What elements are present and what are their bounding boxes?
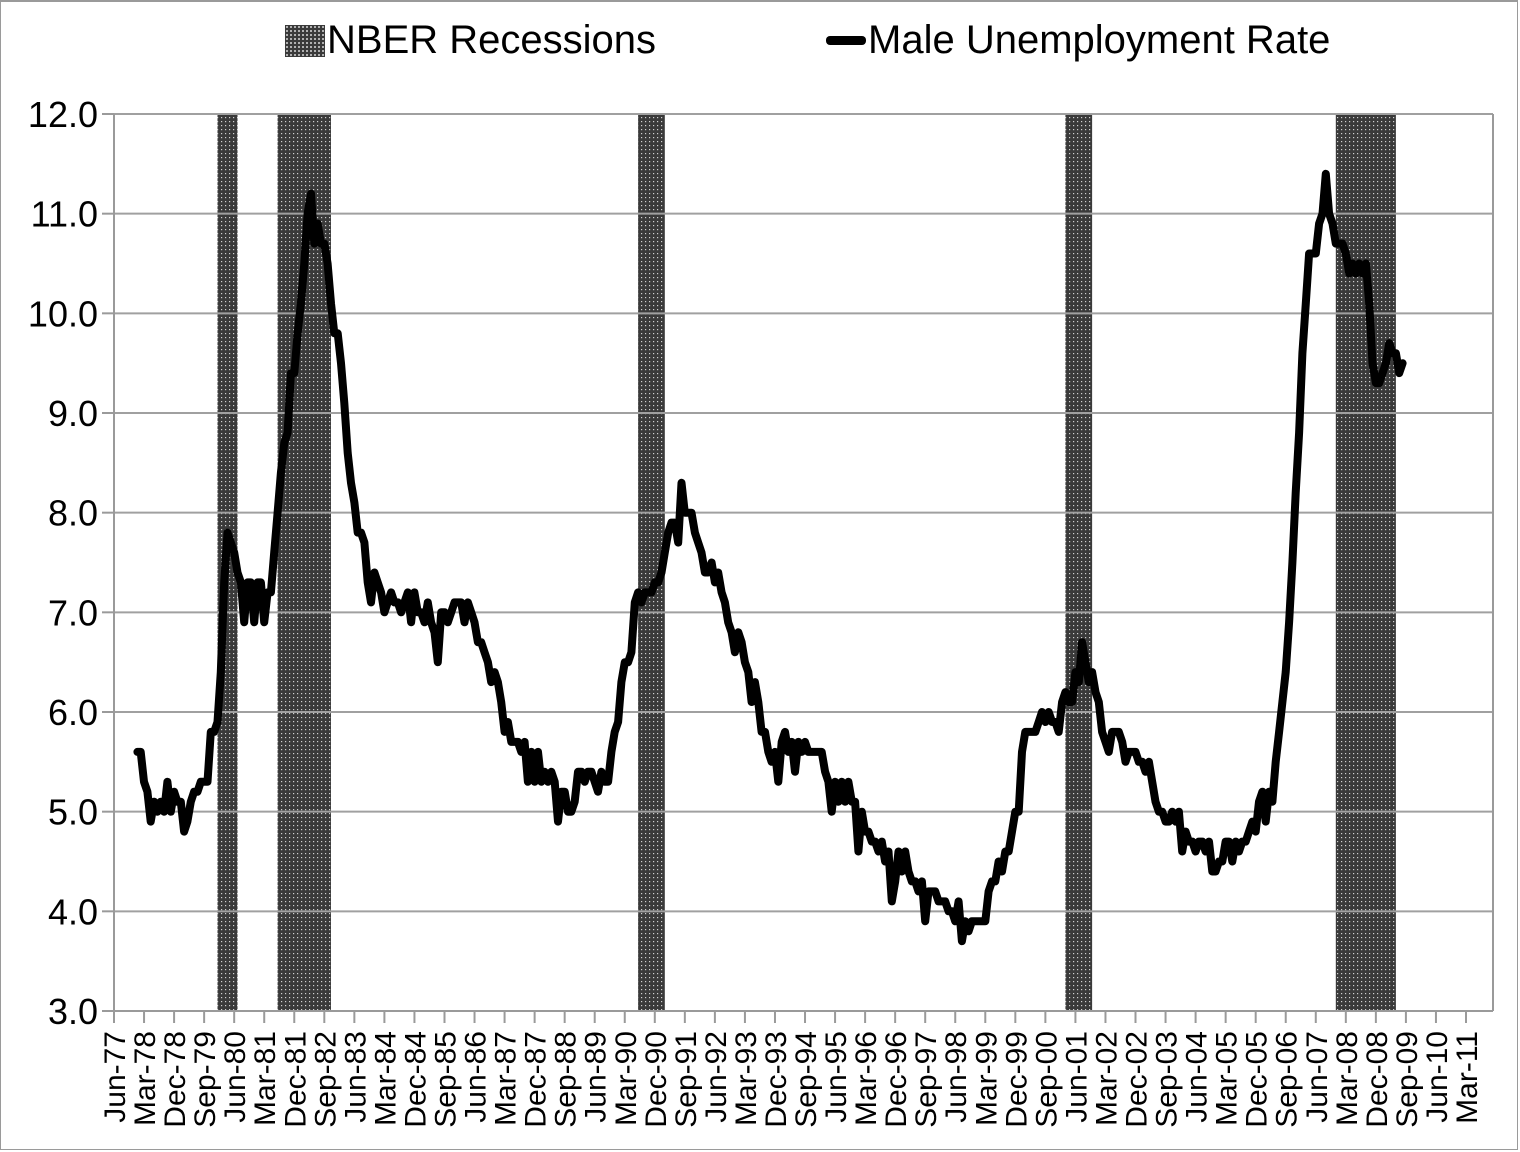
y-tick-label: 3.0 bbox=[48, 991, 98, 1032]
x-tick-label: Mar-02 bbox=[1090, 1031, 1123, 1126]
x-tick-label: Mar-08 bbox=[1331, 1031, 1364, 1126]
x-tick-label: Jun-92 bbox=[700, 1031, 733, 1123]
y-tick-label: 8.0 bbox=[48, 493, 98, 534]
x-tick-label: Dec-78 bbox=[159, 1031, 192, 1128]
x-tick-label: Dec-90 bbox=[640, 1031, 673, 1128]
y-tick-label: 7.0 bbox=[48, 592, 98, 633]
y-tick-label: 4.0 bbox=[48, 891, 98, 932]
x-tick-label: Dec-93 bbox=[760, 1031, 793, 1128]
x-tick-label: Sep-79 bbox=[189, 1031, 222, 1128]
x-tick-label: Mar-96 bbox=[850, 1031, 883, 1126]
x-tick-label: Sep-91 bbox=[670, 1031, 703, 1128]
x-tick-label: Sep-03 bbox=[1151, 1031, 1184, 1128]
y-tick-label: 6.0 bbox=[48, 692, 98, 733]
y-tick-label: 10.0 bbox=[28, 293, 98, 334]
x-tick-label: Sep-88 bbox=[550, 1031, 583, 1128]
x-tick-label: Dec-99 bbox=[1000, 1031, 1033, 1128]
x-tick-label: Sep-00 bbox=[1030, 1031, 1063, 1128]
x-tick-label: Sep-06 bbox=[1271, 1031, 1304, 1128]
x-tick-label: Dec-08 bbox=[1361, 1031, 1394, 1128]
recession-swatch-icon bbox=[285, 24, 325, 57]
x-tick-label: Dec-96 bbox=[880, 1031, 913, 1128]
x-tick-label: Jun-04 bbox=[1181, 1031, 1214, 1123]
x-tick-label: Jun-95 bbox=[820, 1031, 853, 1123]
y-tick-label: 12.0 bbox=[28, 94, 98, 135]
y-tick-label: 5.0 bbox=[48, 792, 98, 833]
y-tick-label: 11.0 bbox=[31, 194, 98, 235]
x-tick-label: Mar-78 bbox=[129, 1031, 162, 1126]
x-tick-label: Mar-11 bbox=[1451, 1031, 1484, 1124]
x-tick-label: Mar-90 bbox=[610, 1031, 643, 1126]
legend-item-recessions: NBER Recessions bbox=[285, 18, 656, 63]
x-tick-label: Dec-81 bbox=[279, 1031, 312, 1128]
x-tick-label: Jun-86 bbox=[460, 1031, 493, 1123]
x-tick-label: Mar-93 bbox=[730, 1031, 763, 1126]
x-tick-label: Sep-85 bbox=[429, 1031, 462, 1128]
x-tick-label: Jun-80 bbox=[219, 1031, 252, 1123]
x-tick-label: Mar-99 bbox=[970, 1031, 1003, 1126]
x-tick-label: Jun-07 bbox=[1301, 1031, 1334, 1123]
x-tick-label: Jun-98 bbox=[940, 1031, 973, 1123]
x-axis: Jun-77Mar-78Dec-78Sep-79Jun-80Mar-81Dec-… bbox=[99, 1010, 1493, 1128]
x-tick-label: Jun-83 bbox=[339, 1031, 372, 1123]
x-tick-label: Dec-05 bbox=[1241, 1031, 1274, 1128]
x-tick-label: Sep-94 bbox=[790, 1031, 823, 1128]
recession-bands bbox=[217, 114, 1396, 1011]
x-tick-label: Jun-77 bbox=[99, 1031, 132, 1123]
recession-band bbox=[1065, 114, 1093, 1011]
x-tick-label: Mar-87 bbox=[490, 1031, 523, 1126]
legend-label-recessions: NBER Recessions bbox=[327, 18, 657, 62]
legend-item-line: Male Unemployment Rate bbox=[826, 18, 1330, 63]
x-tick-label: Mar-81 bbox=[249, 1031, 282, 1126]
x-tick-label: Dec-87 bbox=[520, 1031, 553, 1128]
line-swatch-icon bbox=[826, 36, 866, 45]
x-tick-label: Sep-82 bbox=[309, 1031, 342, 1128]
x-tick-label: Mar-05 bbox=[1211, 1031, 1244, 1126]
x-tick-label: Sep-97 bbox=[910, 1031, 943, 1128]
x-tick-label: Dec-84 bbox=[399, 1031, 432, 1128]
x-tick-label: Dec-02 bbox=[1121, 1031, 1154, 1128]
x-tick-label: Jun-89 bbox=[580, 1031, 613, 1123]
y-tick-label: 9.0 bbox=[48, 393, 98, 434]
y-axis: 3.0 4.0 5.0 6.0 7.0 8.0 9.0 10.0 11.0 12.0 bbox=[28, 94, 1494, 1032]
x-tick-label: Sep-09 bbox=[1391, 1031, 1424, 1128]
x-tick-label: Mar-84 bbox=[369, 1031, 402, 1126]
x-tick-label: Jun-10 bbox=[1421, 1031, 1454, 1123]
x-tick-label: Jun-01 bbox=[1060, 1031, 1093, 1123]
male-unemployment-line bbox=[133, 169, 1407, 946]
legend-label-line: Male Unemployment Rate bbox=[868, 18, 1331, 62]
